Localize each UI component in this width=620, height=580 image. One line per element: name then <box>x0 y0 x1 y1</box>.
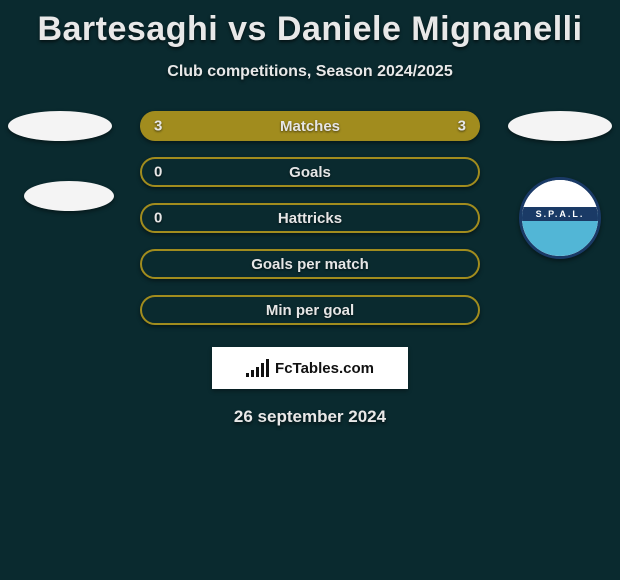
club-logo-spal: S.P.A.L. <box>508 176 612 260</box>
page-title: Bartesaghi vs Daniele Mignanelli <box>0 0 620 49</box>
stat-label: Goals <box>289 164 331 181</box>
player-left-badge <box>24 181 114 211</box>
stat-value-left: 3 <box>154 118 162 135</box>
stat-value-left: 0 <box>154 164 162 181</box>
brand-chart-icon <box>246 359 269 377</box>
player-left-badge <box>8 111 112 141</box>
brand-text: FcTables.com <box>275 360 374 377</box>
stat-row: Min per goal <box>140 295 480 325</box>
stat-label: Hattricks <box>278 210 342 227</box>
stat-row: 3 Matches 3 <box>140 111 480 141</box>
subtitle: Club competitions, Season 2024/2025 <box>0 63 620 81</box>
stat-row: Goals per match <box>140 249 480 279</box>
stat-label: Matches <box>280 118 340 135</box>
date-line: 26 september 2024 <box>0 407 620 427</box>
stat-row: 0 Hattricks <box>140 203 480 233</box>
stat-row: 0 Goals <box>140 157 480 187</box>
spal-text: S.P.A.L. <box>536 209 585 219</box>
stat-value-left: 0 <box>154 210 162 227</box>
stat-value-right: 3 <box>458 118 466 135</box>
player-right-badge <box>508 111 612 141</box>
comparison-area: 3 Matches 3 0 Goals 0 Hattricks Goals per match… <box>0 111 620 325</box>
stat-label: Goals per match <box>251 256 369 273</box>
stat-label: Min per goal <box>266 302 354 319</box>
brand-box: FcTables.com <box>212 347 408 389</box>
